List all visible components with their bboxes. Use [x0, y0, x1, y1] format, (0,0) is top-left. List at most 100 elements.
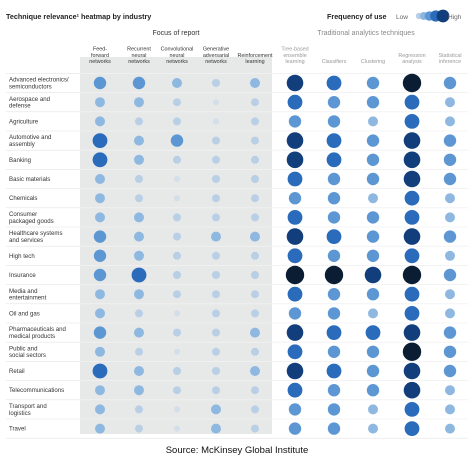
heatmap-dot [366, 76, 380, 90]
heatmap-dot [251, 98, 259, 107]
heatmap-dot [285, 265, 305, 285]
heatmap-dot [368, 404, 378, 415]
heatmap-dot [366, 172, 380, 186]
source-caption: Source: McKinsey Global Institute [166, 445, 309, 456]
heatmap-dot [212, 328, 220, 337]
heatmap-dot [251, 424, 259, 433]
heatmap-dot [402, 342, 422, 361]
heatmap-dot [93, 230, 107, 243]
row-label: defense [9, 103, 31, 110]
heatmap-dot [327, 307, 341, 320]
row-label: Insurance [9, 272, 36, 279]
heatmap-dot [174, 348, 180, 355]
heatmap-dot [173, 213, 181, 222]
column-header-label: Convolutional [161, 47, 194, 53]
heatmap-dot [173, 290, 181, 299]
row-label: medical products [9, 333, 55, 340]
heatmap-dot [326, 152, 342, 168]
row-label: semiconductors [9, 83, 52, 90]
heatmap-dot [366, 230, 380, 243]
heatmap-dot [250, 327, 260, 338]
heatmap-dot [212, 136, 220, 145]
heatmap-dot [251, 271, 259, 279]
column-header-label: networks [166, 59, 188, 65]
heatmap-dot [327, 115, 341, 128]
heatmap-dot [134, 154, 144, 165]
heatmap-dot [327, 211, 341, 224]
heatmap-dot [134, 135, 144, 146]
heatmap-dot [443, 76, 457, 90]
column-header-label: networks [205, 59, 227, 65]
heatmap-dot [366, 249, 380, 262]
heatmap-dot [445, 385, 455, 396]
row-label: Agriculture [9, 118, 39, 125]
heatmap-dot [170, 134, 184, 147]
heatmap-dot [135, 405, 143, 414]
heatmap-dot [212, 175, 220, 183]
heatmap-dot [443, 345, 457, 358]
heatmap-dot [95, 346, 105, 357]
row-label: Aerospace and [9, 96, 50, 103]
heatmap-dot [135, 424, 143, 433]
heatmap-dot [368, 116, 378, 127]
heatmap-dot [212, 79, 220, 87]
heatmap-dot [174, 176, 180, 182]
heatmap-dot [327, 249, 341, 262]
heatmap-dot [286, 132, 304, 149]
heatmap-dot [404, 286, 420, 302]
heatmap-dot [445, 212, 455, 223]
heatmap-dot [135, 347, 143, 356]
heatmap-dot [443, 230, 457, 243]
heatmap-dot [404, 402, 420, 417]
group-label-traditional: Traditional analytics techniques [317, 30, 415, 37]
heatmap-dot [172, 78, 182, 88]
heatmap-dot [288, 422, 302, 435]
row-label: Banking [9, 157, 31, 164]
heatmap-dot [287, 171, 303, 187]
row-label: Advanced electronics/ [9, 77, 69, 84]
heatmap-dot [212, 194, 220, 203]
legend-scale-dots [415, 9, 450, 23]
heatmap-dot [173, 271, 181, 279]
heatmap-dot [134, 212, 144, 223]
heatmap-dot [327, 384, 341, 397]
row-label: Travel [9, 426, 26, 433]
row-label: High tech [9, 253, 35, 260]
heatmap-dot [287, 286, 303, 302]
heatmap-dot [326, 75, 342, 91]
heatmap-dot [132, 76, 146, 90]
heatmap-dot [404, 94, 420, 110]
heatmap-dot [93, 249, 107, 262]
row-label: and services [9, 237, 43, 244]
heatmap-dot [326, 363, 342, 379]
heatmap-dot [95, 423, 105, 434]
row-label: Healthcare systems [9, 230, 63, 237]
heatmap-dot [403, 170, 421, 188]
legend-title: Frequency of use [327, 12, 387, 21]
heatmap-dot [251, 290, 259, 299]
heatmap-dot [404, 210, 420, 225]
heatmap-dot [212, 367, 220, 375]
heatmap-dot [212, 347, 220, 356]
heatmap-dot [174, 195, 180, 202]
heatmap-dot [131, 267, 147, 283]
column-header-label: adversarial [203, 53, 229, 59]
heatmap-dot [286, 362, 304, 380]
column-headers: Feed-forwardnetworksRecurrentneuralnetwo… [89, 47, 461, 65]
row-label: Basic materials [9, 176, 50, 183]
heatmap-dot [212, 309, 220, 318]
heatmap-dot [324, 265, 344, 285]
heatmap-dot [173, 232, 181, 241]
row-label: entertainment [9, 295, 47, 302]
column-header-label: Clustering [361, 59, 385, 65]
heatmap-dot [250, 366, 260, 376]
heatmap-dot [212, 155, 220, 164]
column-header-label: Tree-based [281, 47, 308, 53]
heatmap-dot [134, 289, 144, 300]
heatmap-dot [134, 366, 144, 376]
column-header-label: learning [245, 59, 264, 65]
heatmap-dot [134, 250, 144, 261]
row-label: Oil and gas [9, 310, 40, 317]
heatmap-dot [95, 404, 105, 415]
heatmap-dot [403, 151, 421, 169]
